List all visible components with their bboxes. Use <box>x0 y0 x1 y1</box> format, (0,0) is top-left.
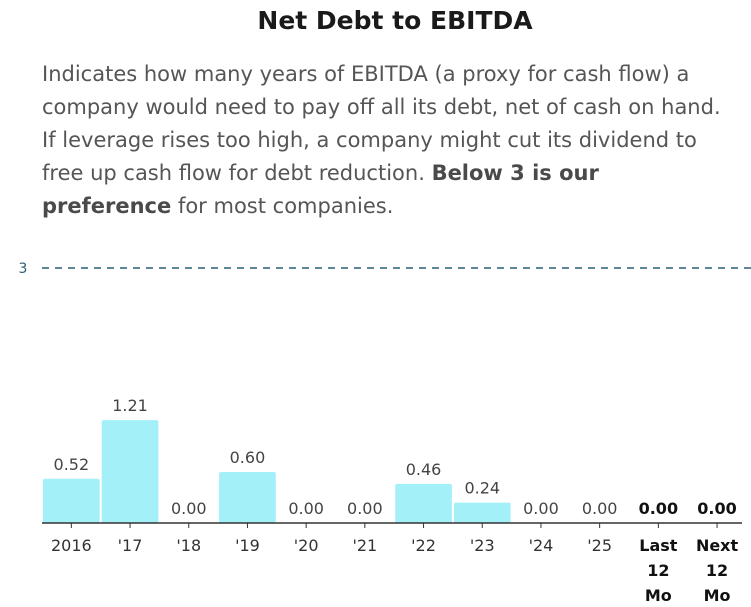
x-axis-ticks: 2016 '17 '18 '19 '20 '21 '22 '23 '24 '25 Last 12 Mo N… <box>51 523 739 605</box>
x-tick-label: 2016 <box>51 536 92 555</box>
reference-line-label: 3 <box>19 261 28 277</box>
x-tick-label: '21 <box>352 536 377 555</box>
x-tick-label: Last 12 Mo <box>639 536 678 605</box>
x-tick-label: '17 <box>118 536 143 555</box>
bar-value-label: 0.24 <box>464 479 500 498</box>
bar-value-label: 1.21 <box>112 396 148 415</box>
x-tick-label: '25 <box>587 536 612 555</box>
bar-value-label: 0.00 <box>171 499 207 518</box>
chart-description: Indicates how many years of EBITDA (a pr… <box>42 58 732 223</box>
bar-value-label: 0.00 <box>639 499 678 518</box>
bar-value-label: 0.00 <box>347 499 383 518</box>
bar-value-label: 0.60 <box>230 448 266 467</box>
bar-value-label: 0.46 <box>406 460 442 479</box>
description-tail: for most companies. <box>171 194 394 218</box>
bar <box>219 472 276 523</box>
x-tick-label: '22 <box>411 536 436 555</box>
description-emphasis: Below 3 is our preference <box>42 161 599 218</box>
bar-value-label: 0.00 <box>523 499 559 518</box>
bar <box>101 420 159 523</box>
bar-value-label: 0.00 <box>288 499 324 518</box>
bar <box>43 478 100 523</box>
bar <box>395 483 452 523</box>
x-tick-label: '19 <box>235 536 260 555</box>
x-tick-label: '18 <box>176 536 201 555</box>
bar-value-label: 0.00 <box>697 499 736 518</box>
value-labels-group: 0.52 1.21 0.00 0.60 0.00 0.00 0.46 0.24 0.00 0.00… <box>54 396 737 518</box>
chart-title: Net Debt to EBITDA <box>257 6 533 35</box>
x-tick-label: '23 <box>470 536 495 555</box>
bar-value-label: 0.00 <box>582 499 618 518</box>
x-tick-label: '20 <box>294 536 319 555</box>
description-text: Indicates how many years of EBITDA (a pr… <box>42 62 721 185</box>
x-tick-label: '24 <box>529 536 554 555</box>
bar <box>453 502 511 523</box>
bar-value-label: 0.52 <box>54 455 90 474</box>
bars-group <box>43 420 511 523</box>
x-tick-label: Next 12 Mo <box>696 536 739 605</box>
